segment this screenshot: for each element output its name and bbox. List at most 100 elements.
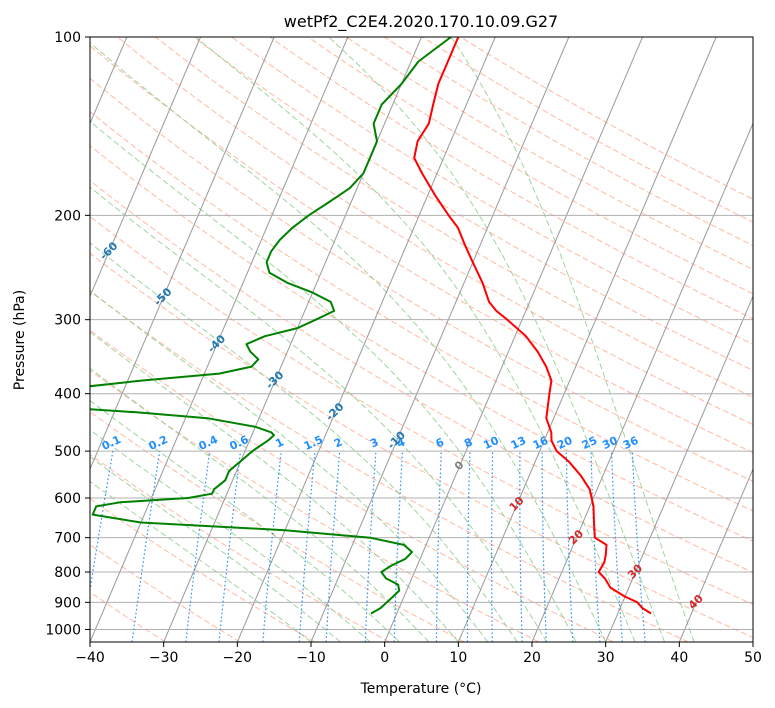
mixing-ratio-line (218, 451, 242, 642)
line-labels: 0.10.20.40.611.52346810131620253036-100-… (0, 154, 706, 612)
dry-adiabat (384, 37, 753, 247)
dry-adiabat (90, 369, 540, 642)
y-axis-label: Pressure (hPa) (12, 290, 28, 390)
dry-adiabat (90, 215, 753, 606)
y-tick-label: 100 (54, 30, 81, 46)
moist-adiabat (90, 120, 577, 642)
isotherm (605, 295, 753, 642)
moist-adiabat (328, 37, 666, 642)
mixing-ratio-line (262, 451, 282, 642)
mixing-ratio-label: 6 (434, 435, 447, 450)
isotherm (163, 37, 422, 642)
dry-adiabat (155, 37, 753, 398)
dry-adiabat (117, 37, 753, 426)
mixing-ratio-line (435, 451, 442, 642)
mixing-ratio-line (610, 451, 623, 642)
mixing-ratio-line (325, 451, 341, 642)
mixing-ratio-label: 0.2 (147, 433, 170, 453)
temperature-profile (413, 37, 652, 615)
isotherm-label: -20 (323, 400, 346, 423)
mixing-ratio-label: 30 (600, 434, 620, 452)
dry-adiabat (90, 411, 465, 642)
moist-adiabat (90, 429, 371, 642)
mixing-ratio-label: 25 (580, 434, 599, 452)
y-tick-label: 300 (54, 313, 81, 329)
isotherm-label: -40 (205, 332, 228, 355)
dry-adiabat (90, 498, 315, 642)
moist-adiabat (90, 242, 518, 642)
dry-adiabat (422, 37, 753, 223)
mixing-ratio-label: 13 (509, 434, 528, 452)
moist-adiabat (90, 331, 459, 642)
dry-adiabat (307, 37, 753, 295)
moist-adiabat (90, 42, 607, 642)
isotherm (457, 37, 717, 642)
moist-adiabat (90, 456, 341, 642)
isotherm-label: 10 (507, 494, 527, 514)
dry-adiabat (90, 252, 753, 639)
dry-adiabat (90, 77, 753, 482)
mixing-ratio-line (364, 451, 377, 642)
axes: −40 −30 −20 −10 0 10 20 30 40 5010020030040050060… (45, 30, 762, 666)
mixing-ratio-label: 0.4 (197, 433, 220, 453)
dry-adiabat (90, 453, 390, 642)
isotherm (752, 640, 753, 642)
moist-adiabat (195, 37, 636, 642)
moist-adiabat (450, 37, 695, 642)
mixing-ratio-label: 8 (462, 435, 474, 450)
isotherm (384, 37, 643, 642)
mixing-ratio-line (185, 451, 211, 642)
x-tick-label: −10 (296, 650, 326, 666)
isotherm-label: -80 (0, 154, 10, 177)
y-tick-label: 200 (54, 208, 81, 224)
moist-adiabat (90, 400, 400, 642)
isotherm (90, 37, 275, 471)
x-tick-label: 50 (744, 650, 762, 666)
background-lines (90, 37, 753, 642)
dry-adiabat (90, 45, 753, 454)
mixing-ratio-line (298, 451, 316, 642)
moist-adiabat (90, 367, 430, 642)
dry-adiabat (90, 290, 689, 642)
mixing-ratio-line (519, 451, 523, 642)
mixing-ratio-line (466, 451, 471, 642)
y-tick-label: 600 (54, 491, 81, 507)
isotherm (236, 37, 496, 642)
dry-adiabat (460, 37, 753, 200)
chart-title: wetPf2_C2E4.2020.170.10.09.G27 (284, 12, 558, 32)
isotherm (310, 37, 570, 642)
isotherm-label: 20 (566, 527, 586, 547)
mixing-ratio-label: 0.1 (100, 433, 123, 453)
x-tick-label: 30 (597, 650, 615, 666)
y-tick-label: 700 (54, 531, 81, 547)
mixing-ratio-label: 20 (555, 434, 575, 452)
dry-adiabat (90, 329, 614, 642)
x-tick-label: 40 (670, 650, 688, 666)
dry-adiabat (90, 544, 241, 642)
isotherm-label: -60 (97, 239, 120, 262)
mixing-ratio-label: 10 (481, 434, 501, 452)
x-tick-label: 20 (523, 650, 541, 666)
mixing-ratio-label: 0.6 (227, 433, 250, 453)
moist-adiabat (90, 186, 548, 642)
mixing-ratio-line (565, 451, 574, 642)
x-tick-label: 10 (449, 650, 467, 666)
y-tick-label: 500 (54, 444, 81, 460)
profile-lines (90, 37, 652, 615)
moist-adiabat (90, 480, 312, 642)
dry-adiabat (90, 180, 753, 573)
isotherm-label: 40 (686, 592, 706, 612)
mixing-ratio-line (590, 451, 601, 642)
x-tick-label: −20 (223, 650, 253, 666)
mixing-ratio-line (491, 451, 494, 642)
dry-adiabat (90, 145, 753, 542)
isotherm (90, 37, 349, 642)
mixing-ratio-line (541, 451, 547, 642)
mixing-ratio-line (131, 451, 161, 642)
x-tick-label: 0 (380, 650, 389, 666)
dry-adiabat (231, 37, 753, 345)
moist-adiabat (90, 290, 489, 642)
isotherm (531, 122, 753, 642)
mixing-ratio-line (393, 451, 404, 642)
